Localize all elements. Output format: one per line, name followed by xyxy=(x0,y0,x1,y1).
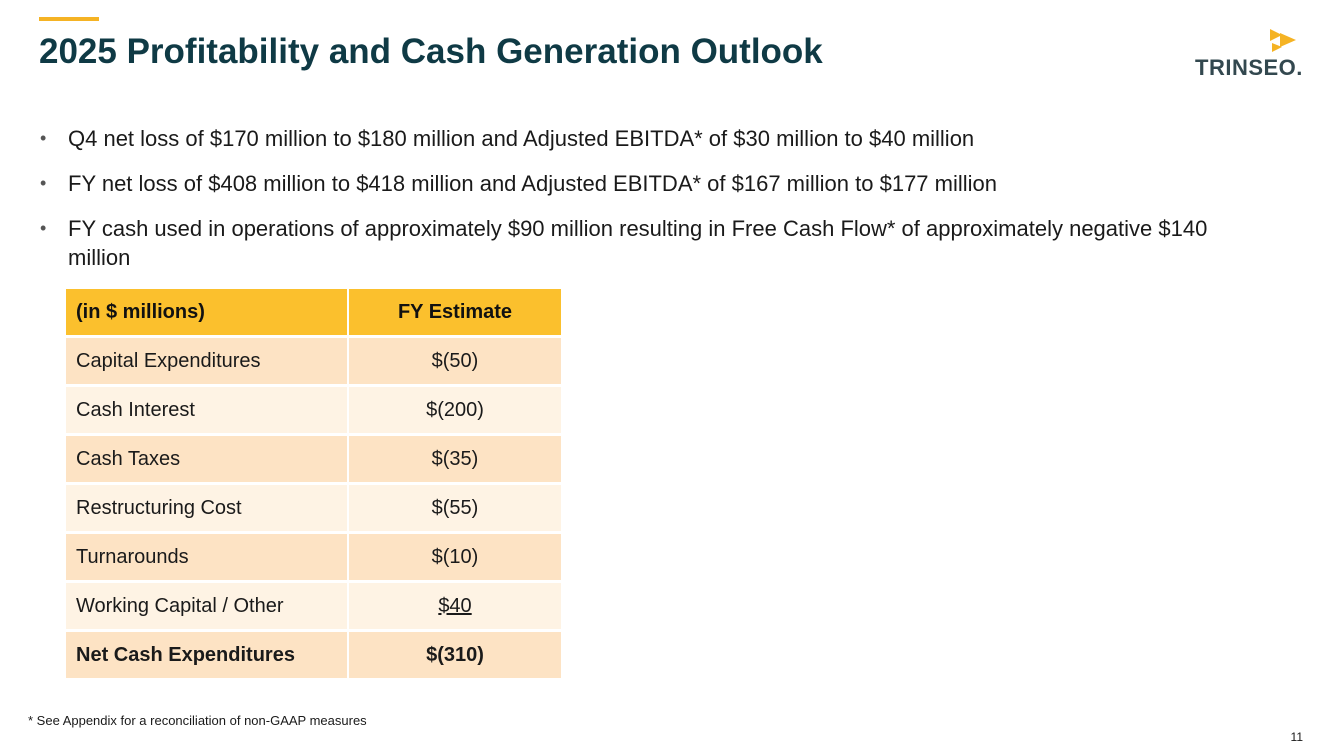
row-label: Cash Taxes xyxy=(66,434,348,485)
row-value: $(310) xyxy=(347,630,561,681)
page-title: 2025 Profitability and Cash Generation O… xyxy=(39,32,823,71)
row-value: $(35) xyxy=(347,434,561,485)
row-label: Capital Expenditures xyxy=(66,336,348,387)
table-header-row: (in $ millions) FY Estimate xyxy=(66,289,561,338)
bullet-list: • Q4 net loss of $170 million to $180 mil… xyxy=(38,124,1228,288)
table-row: Turnarounds $(10) xyxy=(66,532,561,583)
underlined-value: $40 xyxy=(438,594,472,617)
row-label: Net Cash Expenditures xyxy=(66,630,348,681)
trinseo-arrow-logo-icon xyxy=(1270,29,1296,52)
fy-estimate-table: (in $ millions) FY Estimate Capital Expe… xyxy=(66,289,561,681)
bullet-item: • FY net loss of $408 million to $418 mil… xyxy=(38,169,1228,198)
table-row: Cash Interest $(200) xyxy=(66,385,561,436)
row-label: Cash Interest xyxy=(66,385,348,436)
table-row: Cash Taxes $(35) xyxy=(66,434,561,485)
bullet-icon: • xyxy=(40,218,47,238)
row-value: $(10) xyxy=(347,532,561,583)
trinseo-logo: TRINSEO. xyxy=(1190,24,1305,84)
table-header-value: FY Estimate xyxy=(347,289,561,338)
row-value: $(200) xyxy=(347,385,561,436)
table-row: Working Capital / Other $40 xyxy=(66,581,561,632)
bullet-text: FY cash used in operations of approximat… xyxy=(68,216,1208,270)
bullet-text: Q4 net loss of $170 million to $180 mill… xyxy=(68,126,975,151)
row-label: Working Capital / Other xyxy=(66,581,348,632)
table-header-label: (in $ millions) xyxy=(66,289,348,338)
logo-text: TRINSEO. xyxy=(1195,55,1303,80)
page-number: 11 xyxy=(1290,730,1303,744)
table-row: Restructuring Cost $(55) xyxy=(66,483,561,534)
row-label: Restructuring Cost xyxy=(66,483,348,534)
bullet-icon: • xyxy=(40,128,47,148)
footnote: * See Appendix for a reconciliation of n… xyxy=(28,713,367,728)
row-value: $(55) xyxy=(347,483,561,534)
table-total-row: Net Cash Expenditures $(310) xyxy=(66,630,561,681)
bullet-item: • Q4 net loss of $170 million to $180 mil… xyxy=(38,124,1228,153)
bullet-text: FY net loss of $408 million to $418 mill… xyxy=(68,171,998,196)
bullet-icon: • xyxy=(40,173,47,193)
table-row: Capital Expenditures $(50) xyxy=(66,336,561,387)
row-value: $(50) xyxy=(347,336,561,387)
row-value: $40 xyxy=(347,581,561,632)
title-accent-bar xyxy=(39,17,99,21)
row-label: Turnarounds xyxy=(66,532,348,583)
bullet-item: • FY cash used in operations of approxima… xyxy=(38,214,1228,272)
